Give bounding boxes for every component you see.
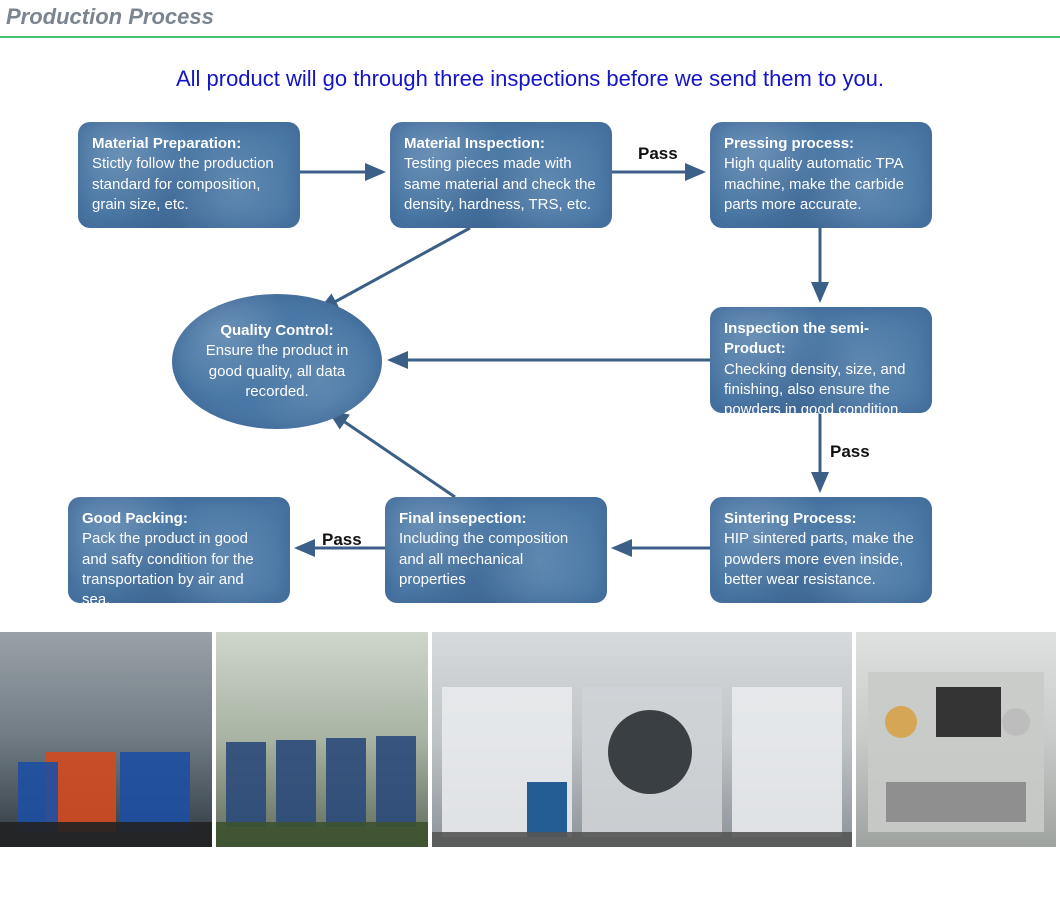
flow-node-n5: Sintering Process: HIP sintered parts, m… (710, 497, 932, 603)
flow-node-n4: Inspection the semi-Product: Checking de… (710, 307, 932, 413)
flow-node-body: HIP sintered parts, make the powders mor… (724, 530, 914, 588)
flow-node-title: Final insepection: (399, 509, 593, 529)
flowchart-canvas: Material Preparation: Stictly follow the… (0, 112, 1060, 632)
flow-node-n6: Final insepection: Including the composi… (385, 497, 607, 603)
factory-photo-1 (0, 632, 212, 847)
factory-photo-4 (856, 632, 1056, 847)
flow-edge-n2-qc (320, 228, 470, 310)
factory-photo-2 (216, 632, 428, 847)
page-subtitle: All product will go through three inspec… (0, 66, 1060, 92)
flow-node-body: Stictly follow the production standard f… (92, 155, 274, 213)
flow-node-n1: Material Preparation: Stictly follow the… (78, 122, 300, 228)
section-title: Production Process (0, 0, 1060, 38)
flow-node-n7: Good Packing: Pack the product in good a… (68, 497, 290, 603)
flow-node-title: Material Inspection: (404, 134, 598, 154)
flow-node-qc: Quality Control: Ensure the product in g… (172, 294, 382, 429)
flow-node-title: Pressing process: (724, 134, 918, 154)
flow-edge-label-n6-n7: Pass (322, 530, 362, 550)
flow-node-body: Testing pieces made with same material a… (404, 155, 596, 213)
flow-node-title: Material Preparation: (92, 134, 286, 154)
flow-node-n2: Material Inspection: Testing pieces made… (390, 122, 612, 228)
flow-node-body: Pack the product in good and safty condi… (82, 530, 254, 608)
flow-node-body: High quality automatic TPA machine, make… (724, 155, 904, 213)
photo-strip (0, 632, 1060, 847)
factory-photo-3 (432, 632, 852, 847)
flow-edge-label-n2-n3: Pass (638, 144, 678, 164)
flow-node-title: Sintering Process: (724, 509, 918, 529)
flow-node-body: Including the composition and all mechan… (399, 530, 568, 588)
flow-edge-n6-qc (330, 412, 455, 497)
flow-edge-label-n4-n5: Pass (830, 442, 870, 462)
flow-node-body: Ensure the product in good quality, all … (194, 341, 360, 402)
flow-node-body: Checking density, size, and finishing, a… (724, 361, 906, 419)
flow-node-title: Good Packing: (82, 509, 276, 529)
flow-node-title: Inspection the semi-Product: (724, 319, 918, 360)
flow-node-title: Quality Control: (220, 321, 333, 341)
flow-node-n3: Pressing process: High quality automatic… (710, 122, 932, 228)
